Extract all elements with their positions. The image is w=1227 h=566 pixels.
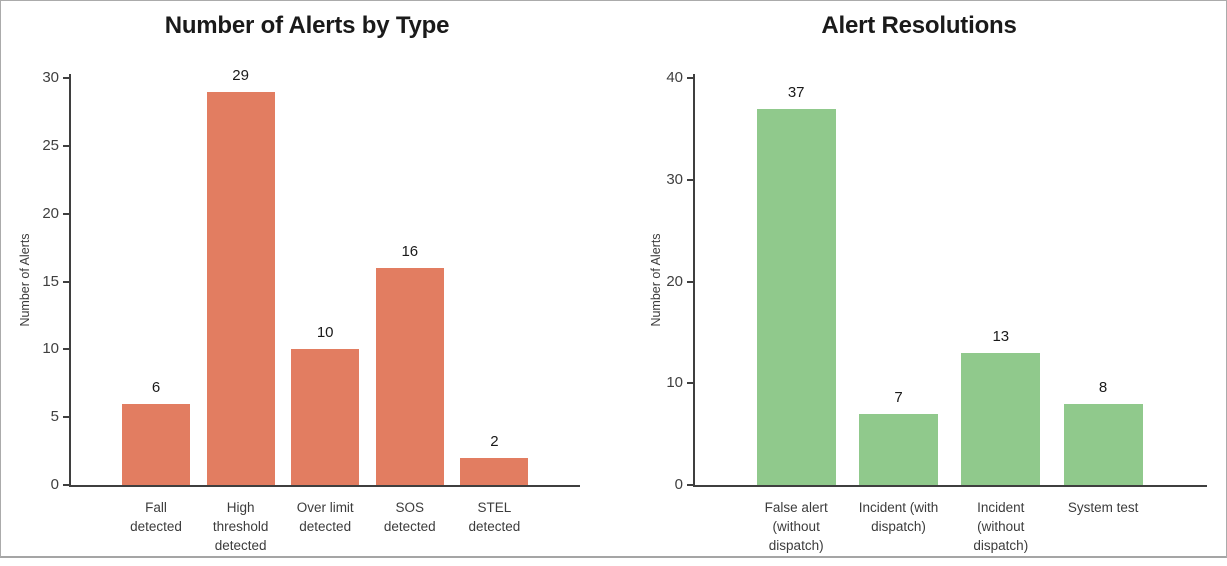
chart-panel-alerts-by-type: Number of Alerts by Type Number of Alert… <box>1 1 613 556</box>
y-tick-label: 20 <box>666 272 683 290</box>
y-tick <box>63 144 69 147</box>
bar-value-label: 7 <box>894 388 903 406</box>
bar-value-label: 37 <box>787 83 805 101</box>
y-tick <box>687 280 693 283</box>
plot-area: 0 5 10 15 20 25 30 6 Fall detected 29 High thresho… <box>1 1 613 556</box>
chart-panel-alert-resolutions: Alert Resolutions Number of Alerts 0 10 20… <box>613 1 1225 556</box>
y-tick <box>63 77 69 79</box>
y-tick-label: 30 <box>42 69 59 86</box>
y-tick <box>63 416 69 419</box>
bar <box>859 413 938 485</box>
y-tick-label: 0 <box>50 476 59 493</box>
bar <box>1063 403 1143 485</box>
category-label: Incident (without dispatch) <box>973 500 1029 553</box>
y-axis-line <box>693 74 695 487</box>
y-axis-line <box>69 74 71 487</box>
category-label: Over limit detected <box>296 500 354 534</box>
chart-title: Alert Resolutions <box>821 12 1017 39</box>
y-tick <box>687 77 693 79</box>
y-tick-label: 30 <box>666 170 683 188</box>
category-label: Fall detected <box>130 500 182 534</box>
plot-area: 0 10 20 30 40 37 False alert (without dispatch… <box>613 1 1225 556</box>
bar <box>375 267 444 485</box>
y-tick-label: 20 <box>42 204 59 222</box>
category-label: Incident (with dispatch) <box>858 500 939 534</box>
y-tick-label: 25 <box>42 136 59 154</box>
category-label: STEL detected <box>468 500 521 534</box>
y-tick-label: 0 <box>674 476 683 493</box>
y-tick <box>63 348 69 351</box>
y-tick-label: 15 <box>42 272 59 290</box>
y-tick <box>687 382 693 385</box>
y-tick <box>687 484 693 486</box>
y-tick <box>63 484 69 486</box>
bar <box>206 91 275 485</box>
y-tick-label: 10 <box>42 340 59 358</box>
y-tick <box>63 212 69 215</box>
bar <box>961 352 1041 485</box>
y-tick <box>63 280 69 283</box>
x-axis-line <box>693 485 1207 487</box>
y-tick-label: 5 <box>50 408 59 426</box>
bar <box>122 403 190 485</box>
y-tick-label: 40 <box>666 69 683 86</box>
bar <box>460 457 529 485</box>
y-tick-label: 10 <box>666 374 683 392</box>
category-label: SOS detected <box>383 500 436 534</box>
x-axis-line <box>69 485 580 487</box>
bar-value-label: 8 <box>1098 378 1108 396</box>
bar-value-label: 29 <box>232 66 249 84</box>
bar-value-label: 16 <box>401 242 419 260</box>
bar <box>291 349 360 485</box>
chart-title: Number of Alerts by Type <box>164 12 450 39</box>
category-label: False alert (without dispatch) <box>764 500 828 553</box>
category-label: System test <box>1067 500 1139 515</box>
bar-value-label: 13 <box>992 327 1010 345</box>
bar <box>756 108 836 485</box>
bar-value-label: 10 <box>316 324 334 342</box>
y-tick <box>687 178 693 181</box>
category-label: High threshold detected <box>212 500 269 553</box>
bar-value-label: 6 <box>151 378 161 396</box>
bar-value-label: 2 <box>490 432 499 450</box>
